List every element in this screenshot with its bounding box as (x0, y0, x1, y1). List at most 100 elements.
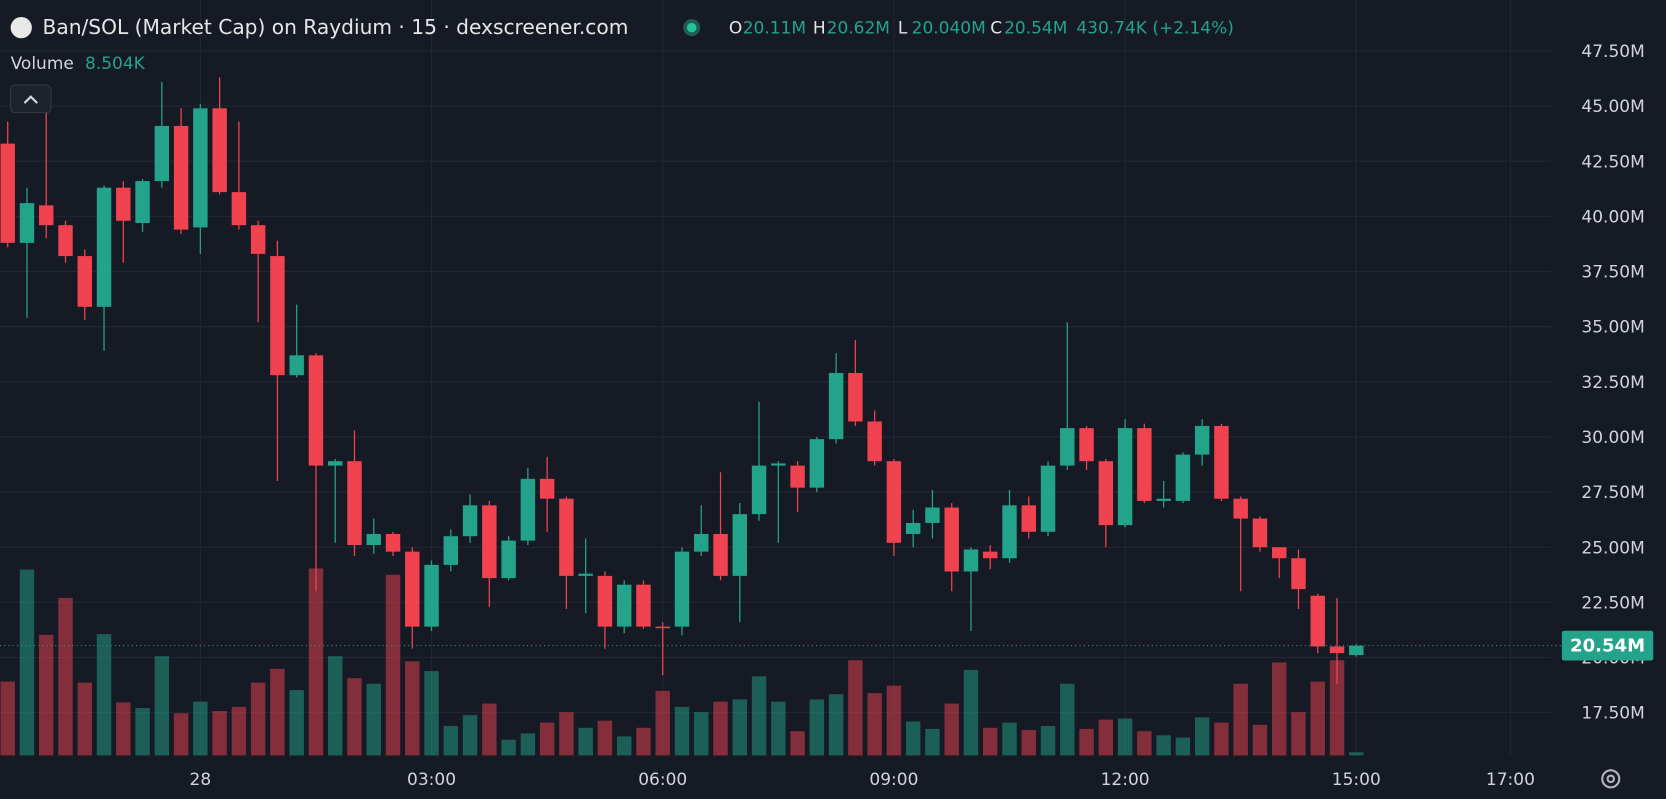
collapse-button[interactable] (10, 84, 52, 114)
volume-bar (963, 669, 979, 756)
volume-bar (385, 574, 401, 756)
candle-body (1040, 465, 1056, 532)
volume-bar (327, 656, 343, 756)
candle-body (1252, 518, 1268, 548)
volume-bar (790, 731, 805, 756)
candle-body (655, 626, 670, 629)
volume-bar (289, 690, 304, 756)
candle-body (751, 465, 767, 515)
volume-bar (1117, 718, 1133, 756)
candle-body (1175, 454, 1191, 501)
candle-body (578, 573, 593, 576)
x-tick-label: 09:00 (869, 770, 918, 790)
x-tick-label: 17:00 (1486, 770, 1535, 790)
volume-bar (173, 713, 189, 756)
ohlc-value: 20.040M (912, 19, 986, 39)
candle-body (1310, 595, 1325, 647)
ohlc-key: H (813, 19, 826, 39)
candle-body (424, 564, 439, 627)
candle-body (636, 584, 651, 627)
volume-value: 8.504K (85, 54, 146, 74)
candle-body (96, 187, 112, 307)
candle-body (694, 533, 709, 552)
volume-bar (636, 727, 651, 756)
candle-body (1233, 498, 1248, 519)
y-tick-label: 32.50M (1581, 373, 1644, 393)
candle-body (347, 461, 362, 546)
candle-body (520, 478, 536, 541)
volume-bar (135, 708, 150, 756)
change-label: 430.74K (+2.14%) (1076, 19, 1234, 39)
x-tick-label: 12:00 (1101, 770, 1150, 790)
candle-body (983, 551, 998, 559)
volume-bar (270, 668, 285, 756)
candle-body (771, 463, 786, 466)
settings-button[interactable] (1601, 769, 1621, 789)
volume-bar (751, 676, 767, 756)
status-dot (686, 22, 697, 33)
settings-icon (1606, 774, 1615, 784)
candle-body (1098, 461, 1114, 526)
volume-bar (1021, 730, 1036, 756)
volume-bar (1329, 660, 1345, 756)
ohlc-value: 20.54M (1004, 19, 1067, 39)
volume-bars (0, 568, 1364, 756)
candle-body (193, 108, 208, 228)
volume-bar (1175, 737, 1191, 756)
candle-body (462, 505, 478, 537)
last-price-box (1561, 630, 1654, 661)
candle-body (116, 187, 131, 221)
volume-bar (1291, 712, 1306, 756)
volume-bar (77, 682, 92, 756)
volume-bar (58, 597, 73, 756)
volume-bar (828, 694, 844, 756)
candle-body (154, 125, 170, 182)
candle-body (135, 181, 150, 223)
candle-body (828, 372, 844, 440)
volume-bar (96, 634, 112, 756)
y-tick-label: 40.00M (1581, 207, 1644, 227)
volume-bar (559, 712, 574, 756)
x-tick-label: 15:00 (1332, 770, 1381, 790)
volume-bar (867, 693, 882, 756)
volume-bar (1040, 725, 1056, 756)
volume-title: Volume (11, 54, 74, 74)
candle-body (482, 505, 497, 579)
candle-body (39, 205, 54, 226)
volume-bar (1271, 662, 1287, 756)
volume-bar (597, 720, 613, 756)
volume-bar (1194, 717, 1210, 756)
volume-bar (366, 683, 381, 756)
volume-bar (1233, 683, 1248, 756)
candle-body (385, 533, 401, 552)
volume-bar (848, 660, 863, 756)
volume-bar (944, 703, 959, 756)
volume-bar (501, 739, 516, 756)
candle-body (809, 439, 825, 488)
volume-bar (1156, 735, 1171, 756)
volume-bar (0, 681, 15, 756)
volume-bar (732, 699, 748, 756)
y-tick-label: 35.00M (1581, 318, 1644, 338)
candle-body (327, 461, 343, 466)
candle-body (1349, 645, 1364, 656)
volume-bar (308, 568, 324, 756)
x-tick-label: 06:00 (638, 770, 687, 790)
y-tick-label: 47.50M (1581, 42, 1644, 62)
candle-body (308, 355, 324, 466)
grid (0, 0, 1552, 756)
y-tick-label: 22.50M (1581, 593, 1644, 613)
volume-bar (886, 685, 902, 756)
candle-body (963, 549, 979, 572)
candle-body (173, 125, 189, 230)
candle-body (1137, 428, 1152, 501)
candle-body (366, 533, 381, 546)
volume-bar (713, 701, 728, 756)
volume-bar (154, 656, 170, 756)
candle-body (539, 478, 555, 499)
candle-body (1214, 425, 1229, 499)
y-tick-label: 17.50M (1581, 704, 1644, 724)
volume-bar (1060, 683, 1075, 756)
